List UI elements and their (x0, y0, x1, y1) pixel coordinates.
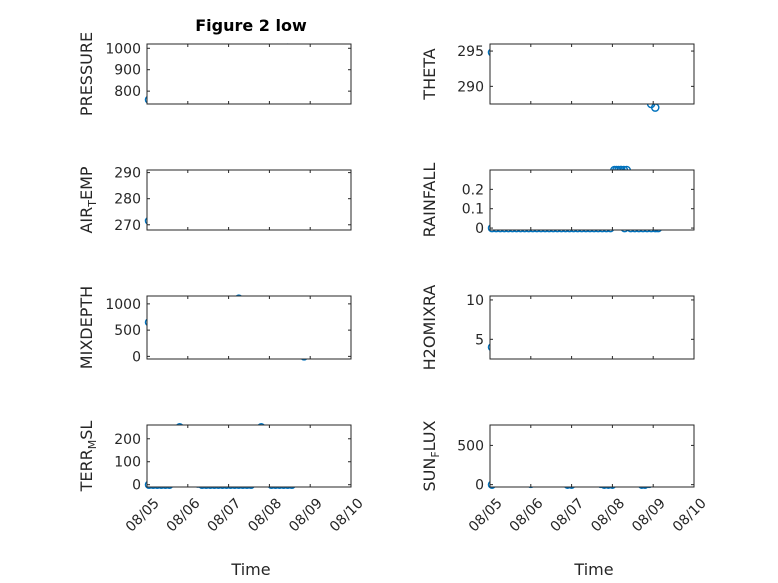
y-tick-label: 270 (114, 218, 141, 234)
y-axis-label-part: RAINFALL (420, 163, 439, 238)
axes-box (146, 43, 352, 105)
y-axis-label-subscript: T (86, 200, 99, 208)
y-tick-label: 100 (114, 455, 141, 471)
y-tick-label: 0.2 (462, 182, 484, 198)
y-axis-label-subscript: F (429, 451, 442, 457)
y-axis-label-part: SL (77, 421, 96, 440)
y-axis-label-part: LUX (420, 420, 439, 451)
y-axis-label-part: PRESSURE (77, 32, 96, 116)
y-tick-label: 290 (457, 79, 484, 95)
y-axis-label-part: H2OMIXRA (420, 285, 439, 371)
axes-box (489, 43, 695, 105)
y-axis-label: TERRMSL (77, 421, 99, 493)
y-tick-label: 500 (114, 323, 141, 339)
xlabel-right: Time (573, 560, 613, 579)
y-tick-label: 900 (114, 63, 141, 79)
y-axis-label-subscript: M (86, 440, 99, 450)
y-axis-label: SUNFLUX (420, 420, 442, 491)
axes-5: 0 500 1000 MIXDEPTH (77, 286, 352, 369)
y-tick-label: 0 (475, 478, 484, 494)
y-axis-label-part: SUN (420, 458, 439, 492)
y-tick-label: 0.1 (462, 202, 484, 218)
figure-title: Figure 2 low (195, 16, 307, 35)
y-tick-label: 0 (132, 478, 141, 494)
y-axis-label: MIXDEPTH (77, 286, 96, 369)
y-tick-label: 280 (114, 192, 141, 208)
y-axis-label: PRESSURE (77, 32, 96, 116)
y-axis-label: THETA (420, 48, 439, 100)
y-tick-label: 0 (132, 349, 141, 365)
axes-box (146, 169, 352, 231)
axes-1: 800 900 1000 PRESSURE (77, 32, 352, 116)
y-axis-label: H2OMIXRA (420, 285, 439, 371)
y-tick-label: 200 (114, 432, 141, 448)
xlabel-left: Time (230, 560, 270, 579)
axes-6: 5 10 H2OMIXRA (420, 285, 695, 371)
y-tick-label: 290 (114, 166, 141, 182)
y-tick-label: 0 (475, 221, 484, 237)
axes-2: 290 295 THETA (420, 43, 695, 112)
y-tick-label: 1000 (105, 41, 141, 57)
y-axis-label-part: TERR (77, 449, 96, 492)
y-axis-label-part: THETA (420, 48, 439, 100)
y-tick-label: 10 (466, 293, 484, 309)
axes-box (489, 295, 695, 360)
y-axis-label: AIRTEMP (77, 166, 99, 233)
y-axis-label-part: MIXDEPTH (77, 286, 96, 369)
y-tick-label: 1000 (105, 297, 141, 313)
y-tick-label: 5 (475, 332, 484, 348)
y-tick-label: 500 (457, 438, 484, 454)
y-axis-label-part: AIR (77, 207, 96, 234)
y-axis-label-part: EMP (77, 166, 96, 200)
axes-box (489, 169, 695, 231)
axes-4: 0 0.1 0.2 RAINFALL (420, 163, 695, 238)
y-tick-label: 800 (114, 84, 141, 100)
y-axis-label: RAINFALL (420, 163, 439, 238)
axes-box (489, 424, 695, 488)
axes-3: 270 280 290 AIRTEMP (77, 166, 352, 234)
axes-box (146, 295, 352, 360)
axes-box (146, 424, 352, 488)
y-tick-label: 295 (457, 44, 484, 60)
